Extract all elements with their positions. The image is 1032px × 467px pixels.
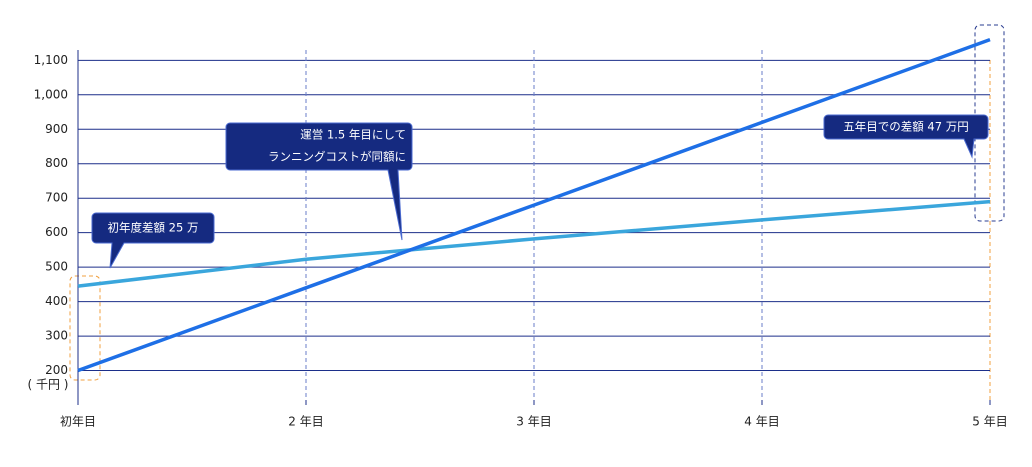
- highlight-box: [69, 275, 101, 381]
- y-tick-label: 200: [45, 363, 68, 377]
- y-tick-label: 1,100: [34, 53, 68, 67]
- callout-text: 初年度差額 25 万: [108, 221, 199, 235]
- y-tick-label: 800: [45, 156, 68, 170]
- y-tick-label: 500: [45, 260, 68, 274]
- series-line: [77, 199, 991, 288]
- y-unit: ( 千円 ): [28, 378, 69, 392]
- x-tick-label: 5 年目: [972, 415, 1007, 429]
- x-tick-label: 3 年目: [516, 415, 551, 429]
- y-tick-label: 700: [45, 191, 68, 205]
- x-tick-label: 2 年目: [288, 415, 323, 429]
- series-line: [77, 38, 991, 373]
- callout-text: ランニングコストが同額に: [268, 150, 406, 164]
- callout-text: 五年目での差額 47 万円: [843, 120, 968, 134]
- x-tick-label: 初年目: [60, 415, 96, 429]
- callout-box: [225, 122, 413, 241]
- y-tick-label: 600: [45, 225, 68, 239]
- callout: 運営 1.5 年目にして ランニングコストが同額に: [225, 122, 413, 241]
- y-tick-label: 300: [45, 329, 68, 343]
- callout-box: [823, 114, 989, 159]
- callout: 初年度差額 25 万: [91, 212, 215, 269]
- callout-box: [91, 212, 215, 269]
- y-tick-label: 400: [45, 294, 68, 308]
- y-tick-label: 900: [45, 122, 68, 136]
- callout-text: 運営 1.5 年目にして: [300, 128, 406, 142]
- y-tick-label: 1,000: [34, 87, 68, 101]
- x-tick-label: 4 年目: [744, 415, 779, 429]
- callout: 五年目での差額 47 万円: [823, 114, 989, 159]
